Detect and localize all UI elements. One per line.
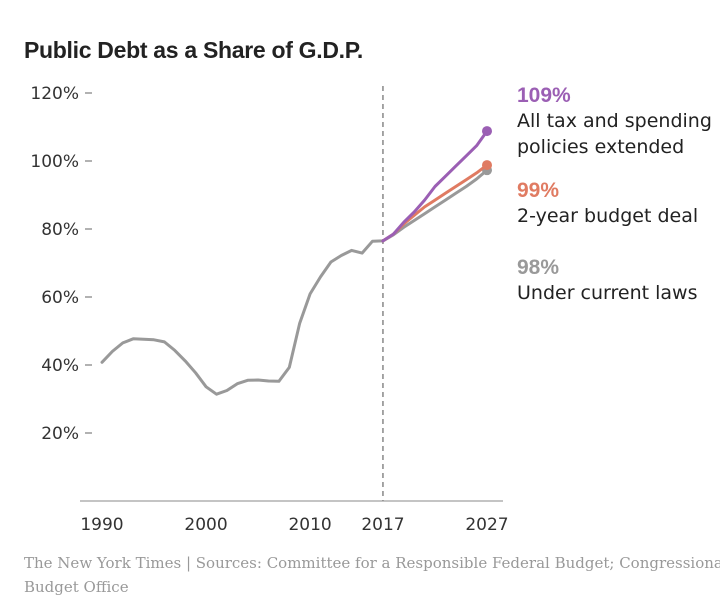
x-tick-label: 2000: [184, 515, 227, 535]
y-tick-label: 60%: [41, 288, 79, 308]
x-tick-label: 2017: [361, 515, 404, 535]
y-tick-label: 100%: [30, 152, 79, 172]
series-line-under-current-laws: [381, 168, 489, 243]
source-line-2: Budget Office: [24, 578, 129, 596]
annotation-label: All tax and spending: [517, 110, 712, 132]
annotation-label: policies extended: [517, 136, 684, 158]
series-line-historical: [100, 239, 385, 396]
endpoint-dot-2-year-budget-deal: [482, 160, 492, 171]
annotation-value: 98%: [517, 256, 559, 279]
chart-series: [100, 126, 492, 396]
y-tick-label: 40%: [41, 356, 79, 376]
annotation-value: 99%: [517, 179, 559, 202]
annotation-label: 2-year budget deal: [517, 205, 698, 227]
annotation-label: Under current laws: [517, 282, 698, 304]
chart-axes: 20% 40% 60% 80% 100% 120% 1990 2000 2010 2017 2027: [30, 84, 508, 535]
y-tick-label: 20%: [41, 424, 79, 444]
y-tick-label: 120%: [30, 84, 79, 104]
x-tick-label: 1990: [80, 515, 123, 535]
annotation-value: 109%: [517, 84, 571, 107]
endpoint-dot-all-tax-and-spending-policies-extended: [482, 126, 492, 137]
chart-title: Public Debt as a Share of G.D.P.: [24, 37, 363, 63]
y-tick-label: 80%: [41, 220, 79, 240]
series-line-all-tax-and-spending-policies-extended: [381, 129, 489, 243]
chart-annotations: 109% All tax and spending policies extende…: [517, 84, 712, 304]
x-tick-label: 2010: [288, 515, 331, 535]
x-tick-label: 2027: [465, 515, 508, 535]
source-line-1: The New York Times | Sources: Committee …: [24, 554, 720, 572]
